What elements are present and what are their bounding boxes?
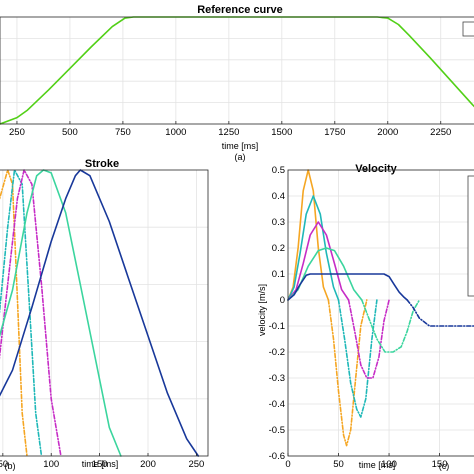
series-line-b-2 (0, 169, 62, 457)
series-line-c-7 (360, 299, 421, 353)
series-line-b-1 (0, 169, 43, 457)
y-tick-label: -0.2 (269, 347, 285, 358)
legend-box-a (462, 21, 474, 37)
x-tick-label: 100 (381, 459, 397, 470)
title-stroke: Stroke (85, 158, 119, 170)
x-tick-label: 250 (9, 127, 25, 138)
series-line-c-4 (287, 221, 350, 301)
y-tick-label: -0.3 (269, 373, 285, 384)
x-tick-label: 1250 (218, 127, 239, 138)
panel-stroke: Stroke 50 100 150 200 250 time [ms] (b) (0, 158, 209, 471)
axes-frame-a (0, 16, 474, 125)
y-tick-label: 0.5 (272, 165, 285, 176)
caption-b: (b) (5, 461, 16, 471)
y-tick-label: 0 (280, 295, 285, 306)
y-tick-label: -0.1 (269, 321, 285, 332)
y-tick-label: -0.5 (269, 425, 285, 436)
panel-velocity: Velocity 0 50 100 150 0.5 0.4 0.3 0.2 0.1 0 -0.1 -0… (257, 163, 474, 471)
x-tick-label: 250 (188, 459, 204, 470)
series-line-c-0 (287, 169, 330, 301)
series-line-c-5 (347, 299, 390, 379)
series-line-c-3 (337, 299, 378, 418)
y-tick-label: 0.3 (272, 217, 285, 228)
y-tick-label: 0.1 (272, 269, 285, 280)
x-tick-label: 200 (140, 459, 156, 470)
x-tick-label: 50 (333, 459, 344, 470)
x-tick-label: 0 (285, 459, 290, 470)
series-line-b-4 (0, 169, 200, 457)
y-tick-label: -0.4 (269, 399, 285, 410)
caption-a: (a) (235, 152, 246, 162)
x-tick-label: 2250 (430, 127, 451, 138)
x-tick-label: 1750 (324, 127, 345, 138)
x-tick-label: 1000 (165, 127, 186, 138)
series-line-b-3 (0, 169, 122, 457)
x-tick-label: 2000 (377, 127, 398, 138)
y-tick-label: 0.2 (272, 243, 285, 254)
series-line-a-0 (0, 16, 474, 125)
caption-c: (c) (439, 461, 450, 471)
title-reference-curve: Reference curve (197, 4, 283, 16)
y-tick-label: -0.6 (269, 451, 285, 462)
x-tick-label: 100 (43, 459, 59, 470)
legend-box-c (467, 175, 474, 297)
axes-frame-c (287, 169, 474, 457)
xlabel-a: time [ms] (222, 141, 259, 151)
axes-frame-b (0, 169, 209, 457)
x-tick-label: 1500 (271, 127, 292, 138)
title-velocity: Velocity (355, 163, 397, 175)
x-tick-label: 500 (62, 127, 78, 138)
x-tick-label: 150 (92, 459, 108, 470)
xlabel-c: time [ms] (359, 460, 396, 470)
x-tick-label: 150 (432, 459, 448, 470)
series-line-c-8 (287, 273, 409, 301)
xlabel-b: time [ms] (82, 459, 119, 469)
ylabel-c: velocity [m/s] (257, 284, 267, 336)
series-line-b-0 (0, 169, 28, 457)
series-line-c-1 (327, 299, 368, 447)
series-line-c-9 (406, 299, 474, 327)
panel-reference-curve: Reference curve 250 500 750 1000 1250 1500 175… (0, 4, 474, 162)
y-tick-label: 0.4 (272, 191, 285, 202)
x-tick-label: 750 (115, 127, 131, 138)
x-tick-label: 50 (0, 459, 8, 470)
series-line-c-2 (287, 195, 340, 301)
